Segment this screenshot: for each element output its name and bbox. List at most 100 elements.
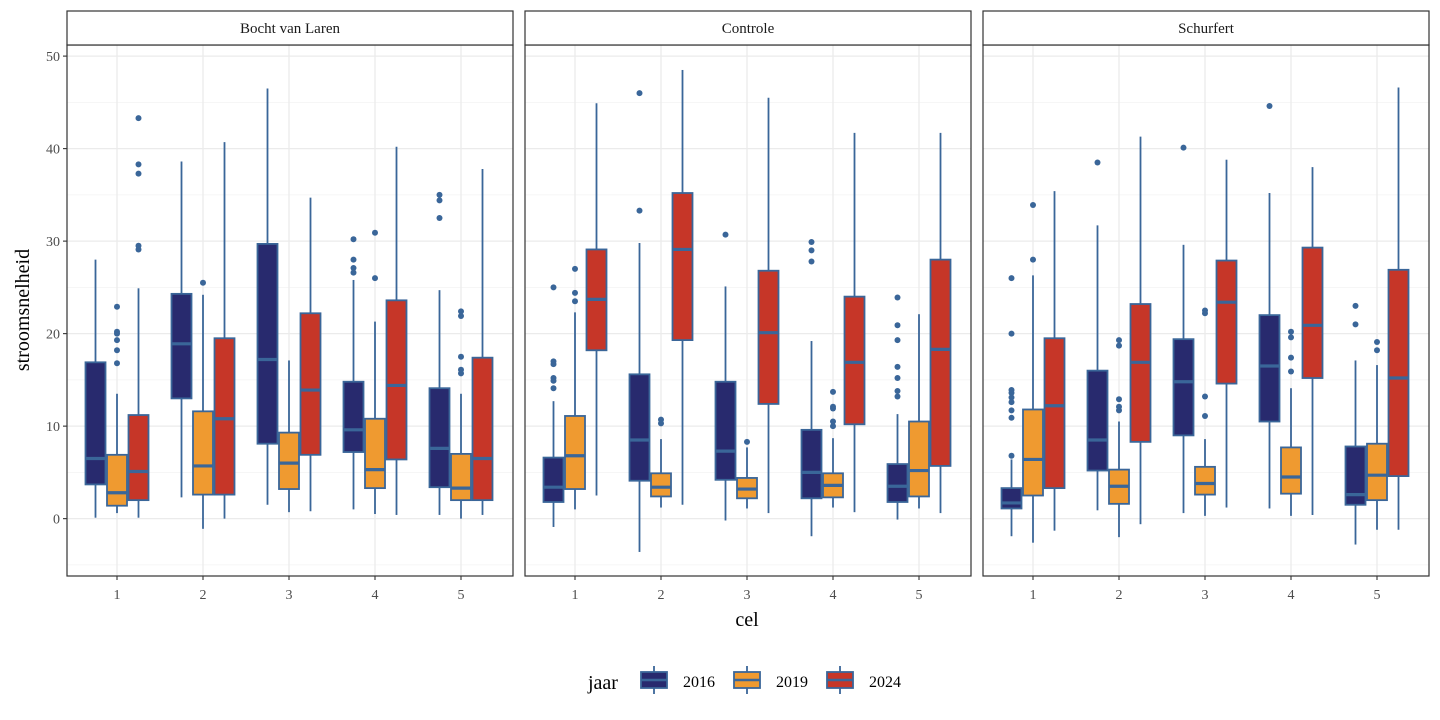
- box: [929, 258, 952, 467]
- x-tick-label: 2: [200, 588, 207, 603]
- outlier-point: [1288, 368, 1294, 375]
- outlier-point: [1288, 354, 1294, 361]
- x-tick-label: 5: [1374, 588, 1381, 603]
- box-2024-cel-4: [843, 132, 866, 513]
- box: [84, 361, 107, 486]
- outlier-point: [114, 360, 120, 367]
- box: [1043, 337, 1066, 490]
- x-tick-label: 2: [1116, 588, 1123, 603]
- box: [106, 453, 128, 507]
- outlier-point: [1008, 394, 1015, 401]
- box-2016-cel-1: [1000, 275, 1023, 537]
- outlier-point: [458, 313, 464, 320]
- outlier-point: [894, 375, 901, 382]
- outlier-point: [744, 438, 750, 445]
- outlier-point: [1008, 452, 1015, 459]
- box: [364, 417, 386, 490]
- box: [714, 380, 737, 481]
- box-2024-cel-2: [671, 69, 694, 505]
- box-2016-cel-4: [342, 236, 365, 510]
- box-2016-cel-2: [1086, 159, 1109, 511]
- x-tick-label: 5: [458, 588, 465, 603]
- x-axis-label: cel: [735, 609, 759, 631]
- box: [256, 242, 279, 445]
- outlier-point: [550, 385, 557, 392]
- box-2016-cel-4: [1258, 103, 1281, 509]
- outlier-point: [1030, 256, 1036, 263]
- legend: jaar 2016 2019 2024: [587, 666, 901, 694]
- outlier-point: [1116, 407, 1122, 414]
- box-2024-cel-5: [1387, 87, 1410, 530]
- outlier-point: [894, 363, 901, 370]
- legend-title: jaar: [587, 672, 618, 694]
- box-2024-cel-3: [299, 197, 322, 512]
- outlier-point: [572, 265, 578, 272]
- facet-title: Bocht van Laren: [240, 21, 340, 37]
- box-2019-cel-2: [1108, 337, 1130, 538]
- outlier-point: [894, 387, 901, 394]
- box: [299, 312, 322, 456]
- outlier-point: [1288, 328, 1294, 335]
- box-2016-cel-2: [170, 161, 193, 498]
- outlier-point: [1180, 144, 1187, 151]
- outlier-point: [808, 247, 815, 254]
- box-2024-cel-2: [213, 142, 236, 519]
- outlier-point: [894, 337, 901, 344]
- x-tick-label: 3: [286, 588, 293, 603]
- x-tick-label: 5: [916, 588, 923, 603]
- y-tick-label: 30: [46, 235, 60, 250]
- outlier-point: [114, 337, 120, 344]
- outlier-point: [808, 258, 815, 265]
- outlier-point: [114, 347, 120, 354]
- box-2019-cel-1: [564, 265, 586, 510]
- box-2019-cel-3: [278, 360, 300, 513]
- outlier-point: [722, 231, 729, 238]
- outlier-point: [1116, 396, 1122, 403]
- outlier-point: [550, 284, 557, 291]
- box-2016-cel-1: [84, 259, 107, 518]
- box: [213, 337, 236, 496]
- outlier-point: [200, 279, 206, 286]
- legend-item-2019: 2019: [733, 666, 808, 694]
- facet-panel: Schurfert 1 2 3 4 5: [982, 10, 1430, 603]
- box-2016-cel-5: [428, 191, 451, 515]
- legend-label: 2016: [683, 674, 715, 691]
- outlier-point: [1202, 393, 1208, 400]
- outlier-point: [1008, 414, 1015, 421]
- box-2016-cel-2: [628, 90, 651, 552]
- box-2019-cel-2: [650, 416, 672, 508]
- box-2016-cel-3: [714, 231, 737, 521]
- outlier-point: [1116, 337, 1122, 344]
- outlier-point: [436, 191, 443, 198]
- outlier-point: [372, 275, 378, 282]
- box-2016-cel-3: [1172, 144, 1195, 514]
- box-2019-cel-2: [192, 279, 214, 529]
- box: [278, 431, 300, 490]
- outlier-point: [894, 393, 901, 400]
- box-2024-cel-3: [757, 97, 780, 514]
- box-2016-cel-3: [256, 88, 279, 505]
- box-2019-cel-1: [106, 303, 128, 514]
- facet-strip: [66, 10, 514, 46]
- box: [1129, 303, 1152, 443]
- box: [671, 192, 694, 342]
- outlier-point: [550, 361, 557, 368]
- outlier-point: [1352, 302, 1359, 309]
- x-tick-label: 3: [1202, 588, 1209, 603]
- box-2024-cel-1: [127, 115, 150, 518]
- outlier-point: [135, 161, 142, 168]
- y-axis-label: stroomsnelheid: [12, 249, 34, 371]
- box: [1194, 465, 1216, 496]
- outlier-point: [436, 197, 443, 204]
- box-2024-cel-4: [385, 146, 408, 515]
- outlier-point: [1352, 321, 1359, 328]
- box: [650, 472, 672, 498]
- box: [450, 452, 472, 502]
- outlier-point: [830, 405, 836, 412]
- box: [1086, 369, 1109, 472]
- outlier-point: [350, 236, 357, 243]
- facet-panel: Controle 1 2 3 4 5: [524, 10, 972, 603]
- outlier-point: [1008, 399, 1015, 406]
- x-tick-label: 1: [572, 588, 579, 603]
